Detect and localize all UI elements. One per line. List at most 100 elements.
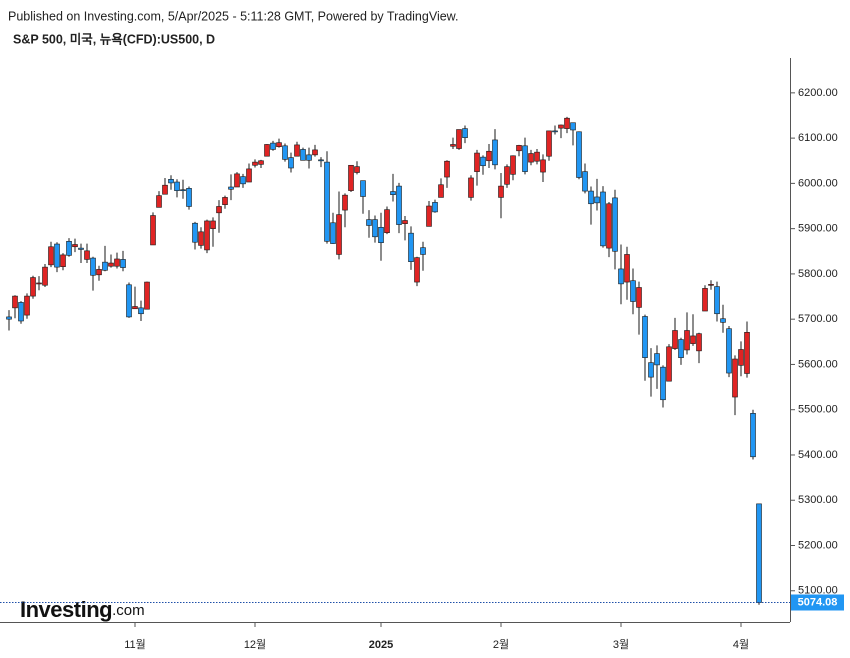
candle-body bbox=[348, 164, 354, 191]
last-price-box bbox=[791, 594, 844, 611]
candle-body bbox=[408, 232, 414, 262]
candle-body bbox=[270, 142, 276, 150]
candle-body bbox=[108, 262, 114, 267]
candle-body bbox=[708, 284, 714, 286]
candle-body bbox=[396, 185, 402, 225]
candle-body bbox=[516, 145, 522, 152]
candle-body bbox=[192, 222, 198, 243]
y-tick-label: 6000.00 bbox=[798, 177, 838, 189]
y-tick-label: 5800.00 bbox=[798, 268, 838, 280]
y-tick-label: 5200.00 bbox=[798, 539, 838, 551]
candle-body bbox=[384, 209, 390, 234]
candle-body bbox=[318, 159, 324, 162]
candle-body bbox=[132, 306, 138, 310]
candle-body bbox=[606, 203, 612, 249]
candle-body bbox=[294, 144, 300, 157]
published-note: Published on Investing.com, 5/Apr/2025 -… bbox=[8, 9, 459, 23]
candle-body bbox=[510, 155, 516, 175]
y-tick-label: 5900.00 bbox=[798, 223, 838, 235]
candle-body bbox=[564, 117, 570, 129]
candle-body bbox=[24, 295, 30, 316]
watermark-suffix: .com bbox=[112, 602, 145, 619]
x-tick-label: 2월 bbox=[493, 638, 509, 651]
candle-body bbox=[600, 191, 606, 247]
watermark: Investing.com bbox=[20, 597, 145, 622]
y-tick-label: 5400.00 bbox=[798, 449, 838, 461]
candle-body bbox=[204, 220, 210, 251]
candle-body bbox=[300, 149, 306, 161]
candle-body bbox=[210, 220, 216, 229]
candle-body bbox=[750, 413, 756, 458]
candle-body bbox=[276, 142, 282, 148]
candle-body bbox=[354, 166, 360, 173]
candle-body bbox=[678, 339, 684, 358]
candle-body bbox=[612, 197, 618, 252]
symbol-title: S&P 500, 미국, 뉴욕(CFD):US500, D bbox=[13, 31, 215, 46]
candle-body bbox=[12, 295, 18, 309]
candle-body bbox=[312, 149, 318, 156]
y-tick-label: 6200.00 bbox=[798, 87, 838, 99]
candle-body bbox=[258, 160, 264, 165]
candle-body bbox=[432, 202, 438, 213]
candle-body bbox=[648, 362, 654, 378]
candle-body bbox=[264, 144, 270, 157]
y-tick-label: 5300.00 bbox=[798, 494, 838, 506]
candle-body bbox=[618, 268, 624, 285]
candle-body bbox=[522, 145, 528, 172]
candle-body bbox=[756, 503, 762, 603]
candle-body bbox=[504, 166, 510, 185]
candle-body bbox=[378, 226, 384, 243]
candle-body bbox=[372, 219, 378, 238]
candle-body bbox=[18, 302, 24, 322]
candle-body bbox=[54, 243, 60, 268]
candle-body bbox=[486, 150, 492, 162]
candle-body bbox=[144, 281, 150, 310]
candle-body bbox=[456, 129, 462, 149]
candle-body bbox=[390, 191, 396, 195]
candle-body bbox=[654, 353, 660, 366]
y-tick-label: 5500.00 bbox=[798, 404, 838, 416]
candle-body bbox=[174, 181, 180, 191]
candle-body bbox=[624, 254, 630, 283]
candle-body bbox=[216, 206, 222, 214]
candle-body bbox=[738, 349, 744, 366]
candle-body bbox=[126, 284, 132, 318]
candle-body bbox=[552, 130, 558, 133]
watermark-brand: Investing bbox=[20, 597, 112, 622]
candle-body bbox=[222, 197, 228, 205]
candle-body bbox=[558, 124, 564, 129]
candle-body bbox=[426, 205, 432, 227]
y-tick-label: 6100.00 bbox=[798, 132, 838, 144]
candle-body bbox=[474, 152, 480, 172]
candle-body bbox=[186, 188, 192, 207]
x-tick-label: 12월 bbox=[244, 638, 266, 651]
candle-body bbox=[402, 220, 408, 224]
candle-body bbox=[570, 122, 576, 131]
candle-body bbox=[468, 177, 474, 198]
candle-body bbox=[492, 139, 498, 166]
candle-body bbox=[630, 280, 636, 302]
candle-body bbox=[30, 277, 36, 297]
candle-body bbox=[642, 316, 648, 358]
candle-body bbox=[480, 156, 486, 167]
candle-body bbox=[72, 244, 78, 248]
candle-body bbox=[180, 189, 186, 192]
candle-body bbox=[744, 332, 750, 374]
candle-body bbox=[588, 190, 594, 205]
candle-body bbox=[90, 257, 96, 276]
candle-body bbox=[690, 335, 696, 344]
candle-body bbox=[438, 184, 444, 198]
candle-body bbox=[102, 261, 108, 271]
candle-body bbox=[138, 307, 144, 315]
candle-body bbox=[702, 288, 708, 312]
candle-body bbox=[60, 254, 66, 267]
y-tick-label: 5100.00 bbox=[798, 585, 838, 597]
candle-body bbox=[546, 130, 552, 157]
candle-body bbox=[582, 171, 588, 192]
candle-body bbox=[534, 151, 540, 162]
candle-body bbox=[420, 247, 426, 255]
candle-body bbox=[594, 196, 600, 204]
candle-body bbox=[336, 214, 342, 255]
